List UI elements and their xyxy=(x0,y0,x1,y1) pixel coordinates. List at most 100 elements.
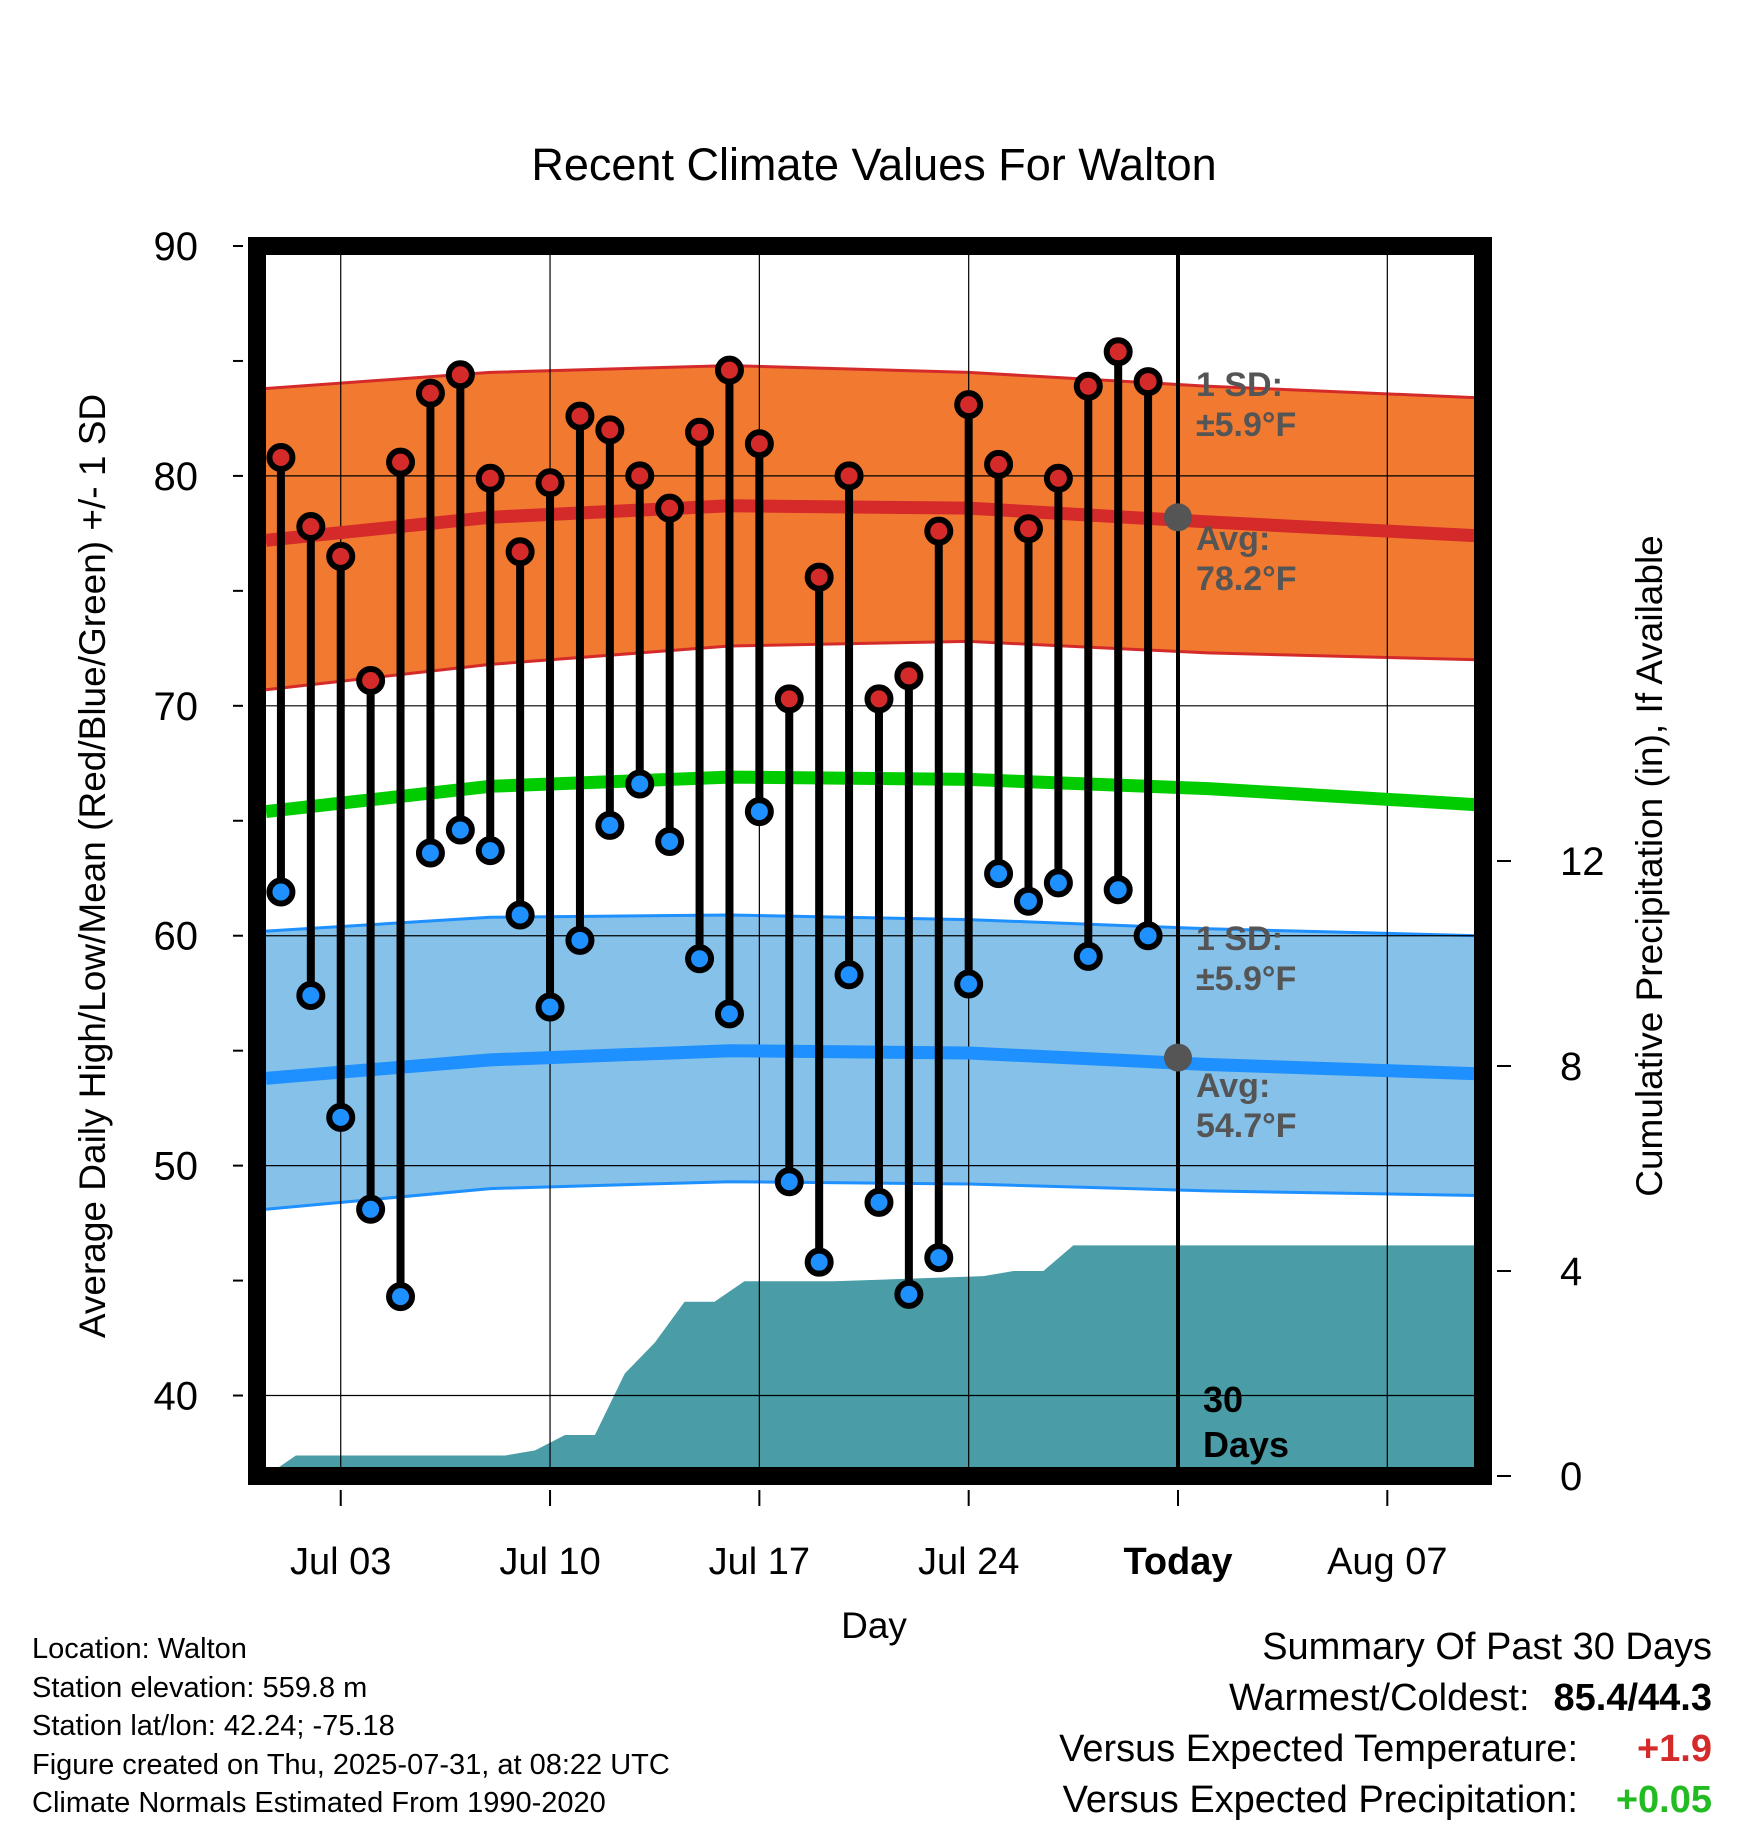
summary-title: Summary Of Past 30 Days xyxy=(1262,1626,1712,1668)
chart-title: Recent Climate Values For Walton xyxy=(531,139,1216,190)
summary-temp-row: Versus Expected Temperature: +1.9 xyxy=(1059,1724,1712,1775)
low-point xyxy=(356,1194,386,1224)
station-info: Location: Walton Station elevation: 559.… xyxy=(32,1630,670,1823)
station-elevation: Station elevation: 559.8 m xyxy=(32,1671,368,1704)
low-point xyxy=(1073,941,1103,971)
y2-tick-label: 0 xyxy=(1560,1455,1582,1499)
precip-area xyxy=(266,1245,1483,1476)
x-tick-label: Jul 17 xyxy=(709,1541,810,1583)
high-point xyxy=(625,461,655,491)
y2-tick-label: 8 xyxy=(1560,1045,1582,1089)
y2-axis-label: Cumulative Precipitation (in), If Availa… xyxy=(1629,535,1670,1197)
low-point xyxy=(475,836,505,866)
high-point xyxy=(1043,463,1073,493)
low-point xyxy=(386,1282,416,1312)
low-point xyxy=(1103,875,1133,905)
period-annotation: 30 Days xyxy=(1203,1379,1289,1465)
station-latlon: Station lat/lon: 42.24; -75.18 xyxy=(32,1710,395,1742)
low-point xyxy=(714,999,744,1029)
x-tick-label: Jul 03 xyxy=(290,1541,391,1583)
low-point xyxy=(565,925,595,955)
y-tick-label: 80 xyxy=(154,455,199,499)
low-point xyxy=(685,944,715,974)
y-axis-label: Average Daily High/Low/Mean (Red/Blue/Gr… xyxy=(72,394,113,1338)
x-tick-label: Jul 10 xyxy=(499,1541,600,1583)
high-point xyxy=(356,666,386,696)
low-point xyxy=(326,1102,356,1132)
high-point xyxy=(1103,337,1133,367)
mean-line xyxy=(265,770,1478,819)
high-point xyxy=(834,461,864,491)
high-avg-annotation: Avg: 78.2°F xyxy=(1196,520,1297,598)
low-point xyxy=(894,1279,924,1309)
plot-frame xyxy=(248,237,1492,1485)
y-tick-label: 40 xyxy=(154,1375,199,1419)
today-high-avg-marker xyxy=(1163,503,1192,532)
high-point xyxy=(714,355,744,385)
low-point xyxy=(834,960,864,990)
high-point xyxy=(984,449,1014,479)
x-tick-label: Today xyxy=(1123,1541,1232,1583)
high-point xyxy=(535,468,565,498)
high-point xyxy=(296,511,326,541)
low-point xyxy=(774,1167,804,1197)
low-point xyxy=(655,826,685,856)
low-point xyxy=(266,877,296,907)
high-point xyxy=(505,537,535,567)
high-point xyxy=(1133,367,1163,397)
today-low-avg-marker xyxy=(1163,1043,1192,1072)
summary-warmest-row: Warmest/Coldest: 85.4/44.3 xyxy=(1059,1673,1712,1724)
summary-precip-row: Versus Expected Precipitation: +0.05 xyxy=(1059,1775,1712,1826)
high-point xyxy=(894,661,924,691)
low-avg-line xyxy=(265,1044,1478,1085)
y2-tick-label: 12 xyxy=(1560,840,1605,884)
x-tick-label: Jul 24 xyxy=(918,1541,1019,1583)
low-point xyxy=(595,810,625,840)
low-point xyxy=(984,859,1014,889)
low-point xyxy=(1133,921,1163,951)
low-sd-lower-line xyxy=(265,1180,1478,1211)
station-location: Location: Walton xyxy=(32,1633,247,1665)
summary-panel: Summary Of Past 30 Days Warmest/Coldest:… xyxy=(1059,1622,1712,1826)
warmest-label: Warmest/Coldest: xyxy=(1228,1677,1530,1719)
high-point xyxy=(864,684,894,714)
high-point xyxy=(655,493,685,523)
low-point xyxy=(445,815,475,845)
y-tick-label: 90 xyxy=(154,225,199,269)
precip-anomaly-value: +0.05 xyxy=(1615,1779,1712,1821)
x-axis-label: Day xyxy=(841,1605,907,1646)
low-point xyxy=(1013,886,1043,916)
low-point xyxy=(744,797,774,827)
low-point xyxy=(1043,868,1073,898)
high-point xyxy=(386,447,416,477)
high-point xyxy=(595,415,625,445)
low-point xyxy=(415,838,445,868)
high-point xyxy=(1073,371,1103,401)
low-point xyxy=(864,1187,894,1217)
high-point xyxy=(744,429,774,459)
high-point xyxy=(266,443,296,473)
y-tick-label: 70 xyxy=(154,685,199,729)
low-point xyxy=(625,769,655,799)
figure-created: Figure created on Thu, 2025-07-31, at 08… xyxy=(32,1748,670,1781)
high-point xyxy=(415,378,445,408)
temp-anomaly-value: +1.9 xyxy=(1636,1728,1712,1770)
low-point xyxy=(535,992,565,1022)
plot-area: 1 SD: ±5.9°F Avg: 78.2°F 1 SD: ±5.9°F Avg: 54.7… xyxy=(154,225,1605,1583)
low-sd-band xyxy=(266,915,1477,1210)
low-point xyxy=(954,969,984,999)
low-avg-annotation: Avg: 54.7°F xyxy=(1196,1067,1297,1145)
normals-period: Climate Normals Estimated From 1990-2020 xyxy=(32,1787,606,1819)
low-point xyxy=(296,980,326,1010)
low-sd-annotation: 1 SD: ±5.9°F xyxy=(1196,920,1296,998)
high-sd-annotation: 1 SD: ±5.9°F xyxy=(1196,366,1296,444)
x-tick-label: Aug 07 xyxy=(1327,1541,1447,1583)
high-point xyxy=(565,401,595,431)
high-point xyxy=(445,360,475,390)
warmest-value: 85.4/44.3 xyxy=(1553,1677,1712,1719)
y2-tick-label: 4 xyxy=(1560,1250,1582,1294)
high-point xyxy=(475,463,505,493)
high-sd-band xyxy=(266,365,1477,690)
high-point xyxy=(685,417,715,447)
